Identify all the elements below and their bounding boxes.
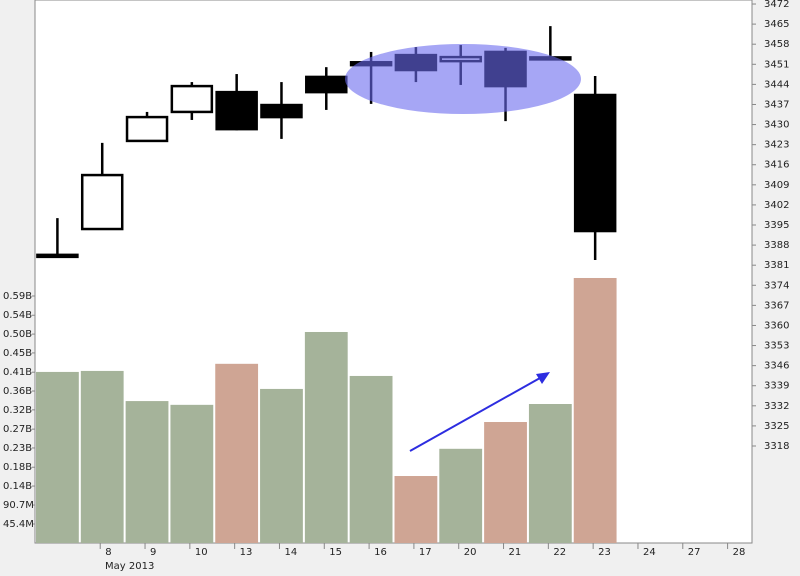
volume-bar [36, 371, 79, 543]
y-tick-label: 3318 [764, 441, 789, 452]
x-tick-label: 9 [150, 547, 156, 558]
candle-body [260, 103, 303, 119]
y-tick-label: 3388 [764, 240, 789, 251]
volume-bar [80, 370, 124, 543]
y-tick-label: 3395 [764, 220, 789, 231]
x-tick-label: 24 [643, 547, 656, 558]
x-tick-label: 27 [688, 547, 701, 558]
y-tick-label: 3325 [764, 421, 789, 432]
volume-bar [349, 375, 393, 543]
y2-tick-label: 90.7M [3, 500, 34, 511]
y-tick-label: 3346 [764, 361, 789, 372]
candle-body [80, 173, 124, 231]
y-tick-label: 3444 [764, 79, 789, 90]
volume-bar [260, 388, 303, 543]
volume-bar [394, 476, 438, 543]
y-tick-label: 3437 [764, 99, 789, 110]
volume-bar [528, 404, 572, 543]
volume-bar [484, 422, 527, 543]
arrow-head [536, 372, 550, 384]
x-tick-label: 23 [598, 547, 611, 558]
x-tick-label: 16 [374, 547, 387, 558]
candle-body [125, 115, 169, 143]
y-tick-label: 3465 [764, 19, 789, 30]
y2-tick-label: 0.54B [3, 310, 32, 321]
y2-tick-label: 0.18B [3, 462, 32, 473]
y-tick-label: 3451 [764, 59, 789, 70]
y-tick-label: 3472 [764, 0, 789, 10]
candle-body [170, 84, 214, 114]
y-tick-label: 3360 [764, 320, 789, 331]
volume-bar [125, 401, 169, 543]
x-tick-label: 8 [105, 547, 111, 558]
y-tick-label: 3430 [764, 120, 789, 131]
volume-bar [215, 363, 259, 543]
volume-bar [304, 331, 348, 543]
highlight-ellipse [345, 44, 581, 114]
x-tick-label: 10 [195, 547, 208, 558]
y-tick-label: 3339 [764, 381, 789, 392]
x-tick-label: 28 [733, 547, 746, 558]
x-tick-label: 17 [419, 547, 432, 558]
candle-body [573, 93, 617, 233]
trend-arrow [409, 377, 541, 452]
volume-bar [573, 277, 617, 543]
candle-body [36, 253, 79, 259]
volume-bar [170, 404, 214, 543]
y-tick-label: 3353 [764, 341, 789, 352]
y2-tick-label: 0.41B [3, 367, 32, 378]
y-tick-label: 3381 [764, 260, 789, 271]
x-tick-label: 14 [284, 547, 297, 558]
volume-layer [36, 277, 617, 543]
y2-tick-label: 0.23B [3, 443, 32, 454]
x-tick-label: 15 [329, 547, 342, 558]
x-tick-label: 13 [240, 547, 253, 558]
y2-tick-label: 0.36B [3, 386, 32, 397]
y-tick-label: 3458 [764, 39, 789, 50]
y-tick-label: 3374 [764, 280, 789, 291]
candle-body [215, 90, 258, 131]
y-tick-label: 3367 [764, 300, 789, 311]
y2-tick-label: 0.32B [3, 405, 32, 416]
y-tick-label: 3409 [764, 180, 789, 191]
y-tick-label: 3423 [764, 140, 789, 151]
y2-tick-label: 0.59B [3, 291, 32, 302]
y-tick-label: 3402 [764, 200, 789, 211]
y2-tick-label: 0.45B [3, 348, 32, 359]
candle-body [305, 75, 348, 94]
y2-tick-label: 45.4M [3, 519, 34, 530]
x-tick-label: 20 [464, 547, 477, 558]
y2-tick-label: 0.14B [3, 481, 32, 492]
y2-tick-label: 0.50B [3, 329, 32, 340]
x-tick-label: 22 [553, 547, 566, 558]
y-tick-label: 3332 [764, 401, 789, 412]
y-tick-label: 3416 [764, 160, 789, 171]
x-tick-label: 21 [509, 547, 522, 558]
y2-tick-label: 0.27B [3, 424, 32, 435]
x-group-label: May 2013 [105, 561, 154, 572]
volume-bar [439, 448, 483, 543]
